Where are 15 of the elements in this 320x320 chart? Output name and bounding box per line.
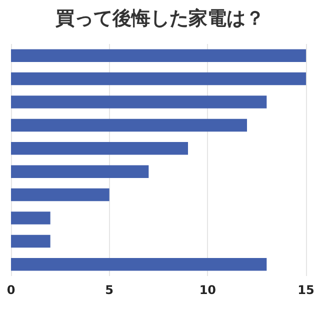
- bar: [11, 212, 50, 224]
- x-tick-label: 10: [199, 283, 216, 297]
- bar: [11, 188, 110, 202]
- bar: [11, 142, 188, 155]
- bar: [11, 234, 50, 248]
- bar: [11, 72, 306, 86]
- chart-title: 買って後悔した家電は？: [54, 8, 264, 30]
- x-tick-label: 5: [105, 283, 114, 297]
- bar: [11, 49, 306, 62]
- bar: [11, 165, 149, 178]
- bar: [11, 118, 247, 132]
- bar: [11, 258, 267, 271]
- x-tick-label: 15: [298, 283, 314, 297]
- bar: [11, 96, 267, 108]
- x-tick-label: 0: [6, 283, 16, 297]
